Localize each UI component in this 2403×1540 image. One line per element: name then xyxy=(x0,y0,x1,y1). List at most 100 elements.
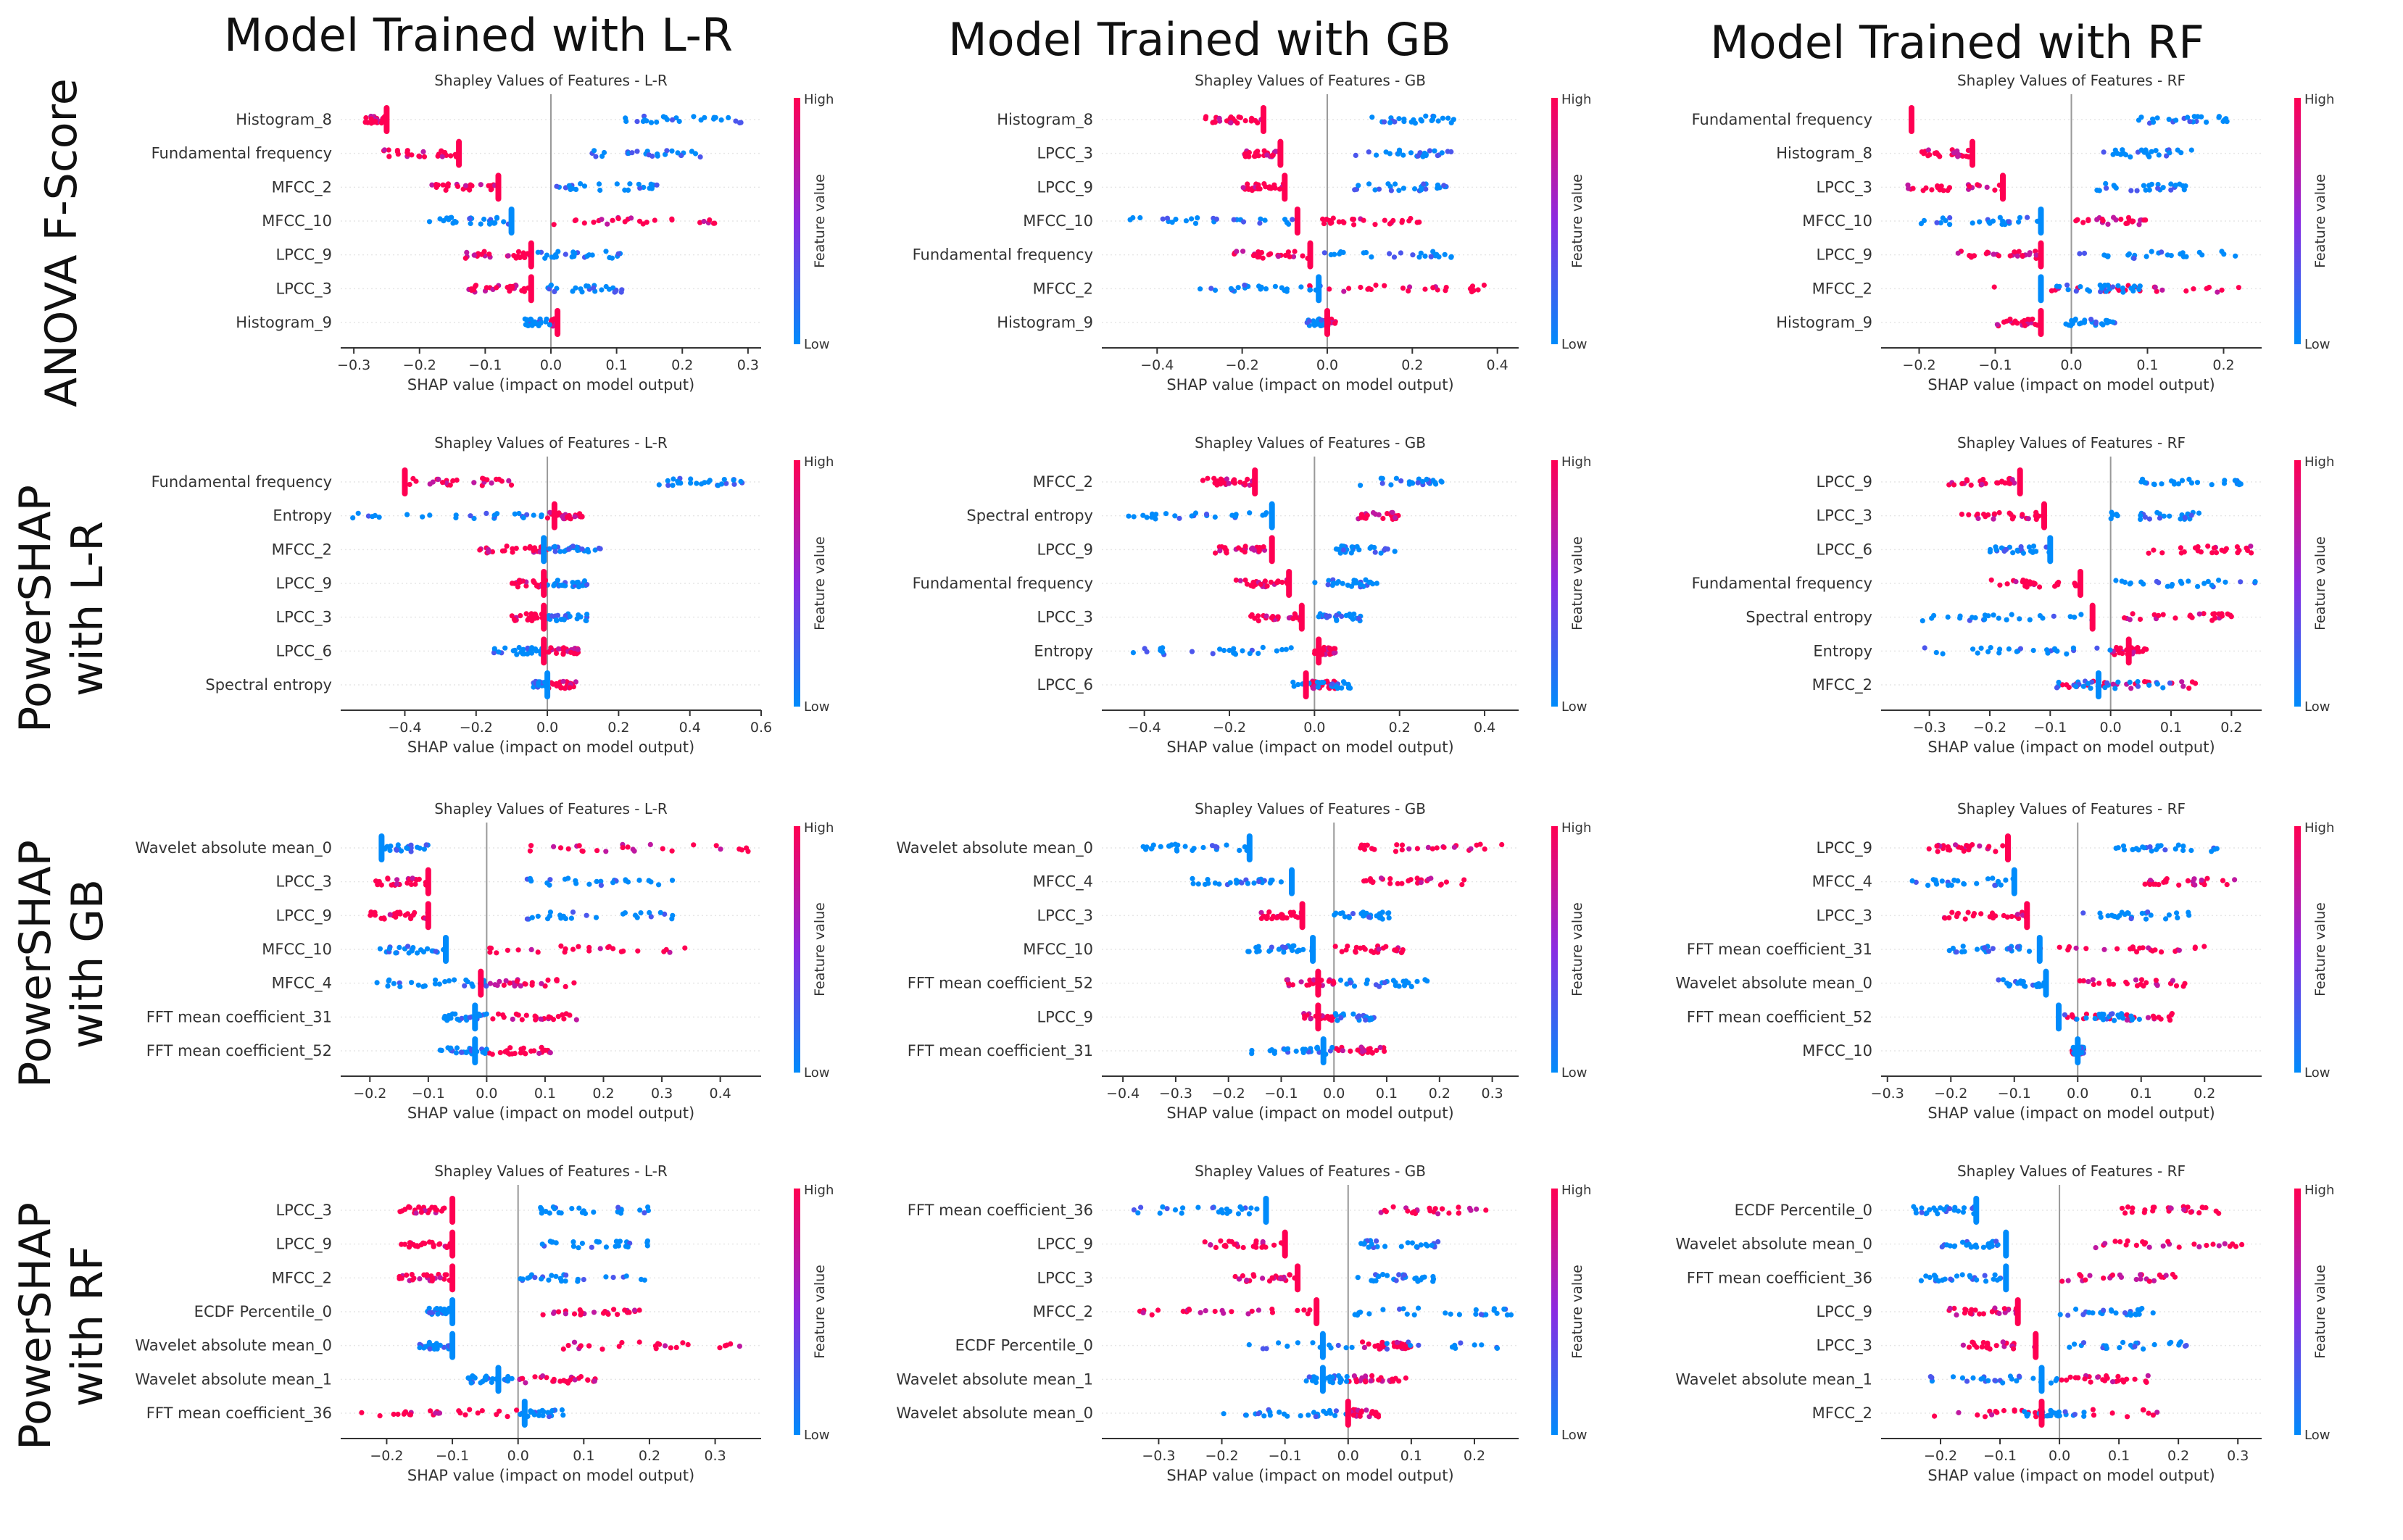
shap-point xyxy=(2067,1374,2073,1380)
shap-point xyxy=(636,181,642,187)
shap-point xyxy=(1246,149,1252,156)
shap-point xyxy=(477,547,483,553)
shap-point xyxy=(688,480,694,486)
shap-point xyxy=(619,1340,625,1346)
shap-dense-cluster xyxy=(541,569,547,598)
shap-point xyxy=(694,480,700,486)
shap-point xyxy=(539,981,544,986)
shap-point xyxy=(552,544,558,549)
shap-point xyxy=(2160,612,2166,617)
x-tick-label: −0.3 xyxy=(1142,1448,1175,1464)
x-axis-label: SHAP value (impact on model output) xyxy=(1166,738,1453,756)
shap-point xyxy=(2141,679,2148,685)
shap-point xyxy=(570,910,576,915)
shap-point xyxy=(372,512,378,519)
shap-point xyxy=(2151,481,2157,487)
shap-point xyxy=(503,978,509,983)
shap-dense-cluster xyxy=(1295,1263,1301,1293)
shap-point xyxy=(2012,249,2017,255)
shap-point xyxy=(1327,1410,1333,1416)
shap-point xyxy=(2013,579,2019,585)
shap-point xyxy=(2199,1204,2205,1210)
shap-point xyxy=(1249,546,1255,552)
shap-point xyxy=(489,1052,495,1057)
shap-dense-cluster xyxy=(2038,308,2044,337)
shap-point xyxy=(2007,253,2013,259)
shap-point xyxy=(723,480,729,486)
shap-point xyxy=(1351,983,1358,989)
shap-point xyxy=(1478,1312,1485,1318)
shap-point xyxy=(1221,1411,1227,1417)
shap-point xyxy=(2110,681,2116,687)
shap-point xyxy=(573,1017,579,1023)
shap-point xyxy=(586,881,592,887)
shap-point xyxy=(2130,946,2136,952)
shap-point xyxy=(430,479,436,485)
shap-point xyxy=(2101,149,2107,155)
shap-point xyxy=(2108,1307,2114,1313)
shap-point xyxy=(2118,1012,2124,1018)
shap-point xyxy=(1294,949,1300,954)
shap-point xyxy=(1212,514,1218,520)
shap-point xyxy=(2227,1244,2233,1249)
shap-point xyxy=(2178,545,2183,551)
shap-point xyxy=(1400,152,1406,158)
shap-point xyxy=(1337,977,1344,983)
shap-point xyxy=(2130,1205,2136,1211)
shap-point xyxy=(1921,217,1927,223)
shap-point xyxy=(2168,253,2174,259)
x-tick-label: −0.1 xyxy=(1978,357,2012,373)
x-tick-label: −0.2 xyxy=(1902,357,1935,373)
shap-point xyxy=(1959,1375,1966,1381)
shap-point xyxy=(1327,1342,1332,1348)
shap-point xyxy=(2196,611,2202,617)
shap-point xyxy=(2220,878,2226,883)
shap-point xyxy=(2107,319,2112,325)
shap-point xyxy=(2000,843,2006,849)
shap-point xyxy=(1310,1340,1316,1346)
feature-label: Wavelet absolute mean_1 xyxy=(896,1370,1093,1389)
shap-point xyxy=(539,512,544,518)
shap-point xyxy=(606,286,613,292)
shap-point xyxy=(1349,544,1355,550)
shap-point xyxy=(1314,321,1320,327)
shap-point xyxy=(455,1016,460,1022)
shap-point xyxy=(2169,583,2175,589)
shap-point xyxy=(1307,1307,1313,1313)
shap-point xyxy=(2135,1307,2141,1312)
shap-point xyxy=(2219,287,2225,293)
shap-point xyxy=(2093,1245,2099,1251)
feature-label: Histogram_8 xyxy=(236,111,332,129)
shap-point xyxy=(579,1210,586,1215)
shap-point xyxy=(443,187,449,193)
shap-point xyxy=(1227,1239,1232,1244)
shap-dense-cluster xyxy=(2017,467,2023,496)
shap-point xyxy=(685,1341,691,1348)
panel-3-3: Shapley Values of Features - RFLPCC_9MFC… xyxy=(1675,800,2334,1122)
feature-label: MFCC_2 xyxy=(1812,676,1872,694)
shap-point xyxy=(489,1379,494,1385)
shap-point xyxy=(2188,512,2194,518)
shap-point xyxy=(613,288,618,294)
shap-point xyxy=(572,1377,578,1383)
shap-point xyxy=(1376,946,1382,952)
shap-point xyxy=(483,983,489,989)
shap-point xyxy=(514,1407,520,1413)
shap-point xyxy=(591,1210,597,1215)
shap-point xyxy=(1370,509,1377,516)
shap-point xyxy=(1183,218,1189,224)
shap-point xyxy=(1966,512,1972,517)
shap-point xyxy=(527,875,534,881)
feature-label: Wavelet absolute mean_0 xyxy=(1675,1236,1872,1254)
shap-point xyxy=(1256,613,1261,619)
shap-point xyxy=(2080,1340,2087,1346)
shap-point xyxy=(1249,1308,1255,1314)
shap-point xyxy=(538,320,544,326)
shap-point xyxy=(1399,881,1405,886)
shap-point xyxy=(1423,113,1429,119)
shap-point xyxy=(1251,880,1257,886)
chart-title: Shapley Values of Features - GB xyxy=(1195,1162,1426,1180)
shap-point xyxy=(2128,686,2134,691)
shap-point xyxy=(2111,913,2117,919)
